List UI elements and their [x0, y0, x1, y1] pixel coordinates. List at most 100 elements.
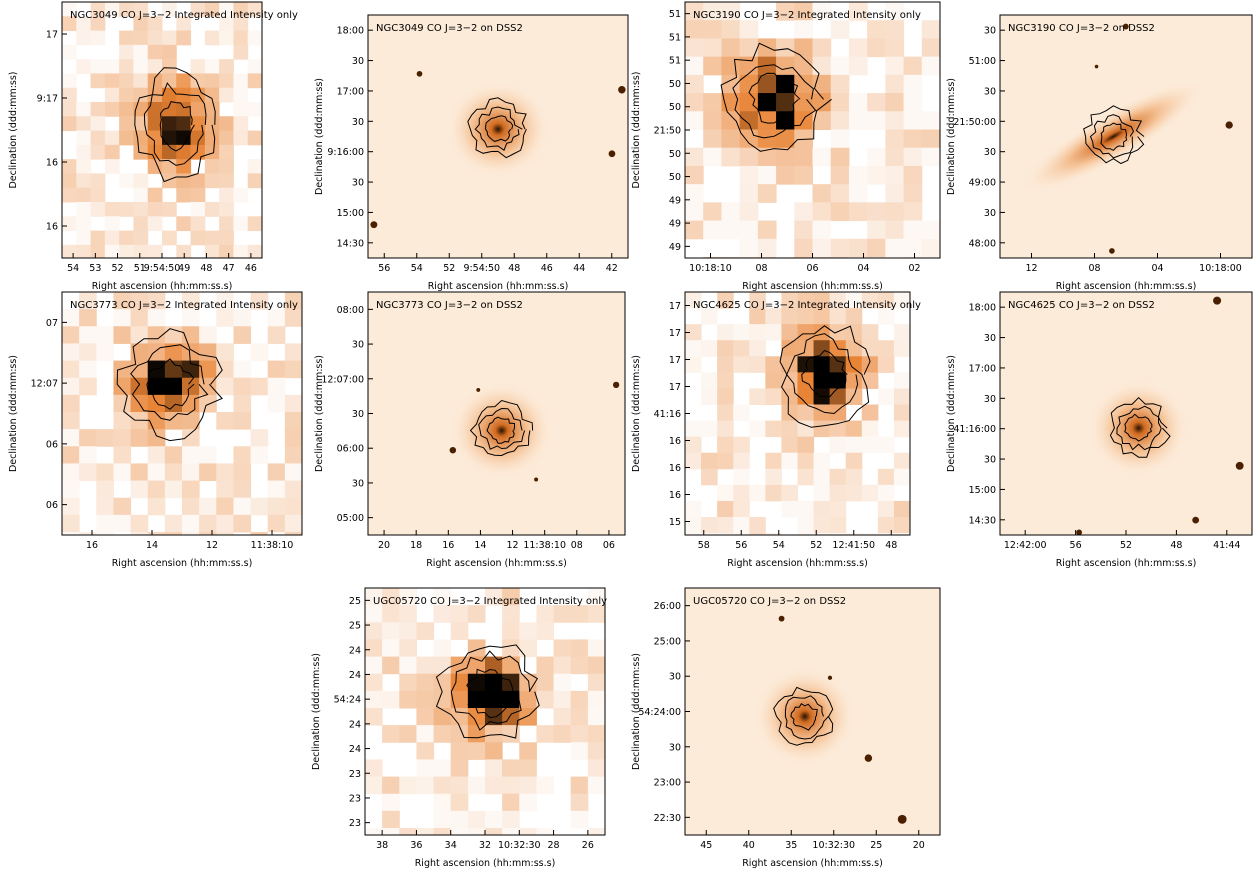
pixel — [204, 30, 220, 46]
pixel — [794, 220, 813, 240]
pixel — [812, 2, 832, 21]
pixel — [233, 497, 252, 516]
pixel — [62, 326, 80, 344]
pixel — [62, 73, 77, 89]
pixel — [90, 130, 106, 146]
pixel — [250, 292, 269, 310]
pixel — [867, 165, 886, 185]
pixel — [570, 725, 589, 743]
pixel — [147, 412, 166, 430]
pixel — [848, 165, 868, 185]
x-tick-label: 51 — [134, 263, 146, 274]
pixel — [119, 230, 134, 246]
pixel — [62, 429, 80, 447]
star — [534, 477, 539, 482]
pixel — [147, 244, 163, 258]
pixel — [717, 404, 734, 422]
star — [1122, 23, 1129, 30]
galaxy — [446, 80, 550, 178]
x-tick-label: 04 — [857, 263, 869, 274]
star — [1109, 248, 1115, 254]
pixel — [416, 622, 435, 640]
pixel — [502, 759, 520, 778]
contour — [1109, 396, 1171, 458]
panel-image — [62, 292, 302, 535]
pixel — [130, 429, 149, 447]
galaxy — [450, 381, 554, 480]
pixel — [848, 238, 868, 258]
panel-title: NGC4625 CO J=3−2 Integrated Intensity on… — [693, 300, 921, 311]
pixel — [587, 708, 605, 726]
pixel — [233, 44, 249, 60]
pixel — [216, 463, 234, 482]
pixel — [119, 59, 134, 74]
contour — [748, 72, 801, 124]
pixel — [893, 452, 910, 470]
pixel — [776, 93, 795, 112]
x-axis-label: Right ascension (hh:mm:ss.s) — [742, 281, 883, 292]
x-axis-label: Right ascension (hh:mm:ss.s) — [415, 858, 556, 869]
pixel — [797, 533, 815, 535]
x-tick-label: 14 — [474, 540, 486, 551]
x-tick-label: 12:42:00 — [1004, 540, 1047, 551]
pixel — [96, 463, 114, 482]
pixel — [176, 30, 192, 46]
pixel — [781, 452, 798, 470]
pixel — [119, 87, 134, 103]
pixel — [536, 673, 555, 692]
pixel — [284, 514, 302, 533]
x-tick-label: 06 — [603, 540, 615, 551]
galaxy — [1020, 79, 1206, 194]
pixel — [162, 2, 177, 17]
pixel — [877, 292, 895, 309]
pixel — [199, 343, 217, 362]
y-tick-label: 07 — [46, 318, 58, 329]
pixel — [893, 372, 910, 389]
pixel — [450, 622, 469, 640]
pixel — [794, 38, 813, 58]
pixel — [893, 468, 910, 486]
pixel — [219, 87, 234, 103]
pixel — [877, 500, 895, 518]
pixel — [781, 340, 798, 357]
pixel — [233, 87, 249, 103]
pixel — [216, 377, 234, 396]
pixel — [717, 484, 734, 502]
x-tick-label: 52 — [112, 263, 124, 274]
pixel — [797, 500, 815, 518]
pixel — [133, 87, 149, 103]
star — [449, 446, 457, 454]
panel-image — [685, 2, 940, 258]
pixel — [450, 656, 469, 675]
pixel — [739, 202, 759, 222]
star — [1076, 529, 1082, 535]
pixel — [104, 130, 120, 146]
pixel — [76, 144, 92, 160]
contour — [1124, 413, 1153, 442]
pixel — [104, 2, 120, 17]
panel-title: NGC3049 CO J=3−2 on DSS2 — [376, 23, 523, 34]
pixel — [119, 30, 134, 46]
y-tick-label: 21:50:00 — [953, 117, 996, 128]
pixel — [450, 673, 469, 692]
pixel — [233, 130, 249, 146]
pixel — [62, 173, 77, 189]
pixel — [794, 56, 813, 76]
pixel — [190, 130, 206, 146]
pixel — [861, 404, 879, 422]
pixel — [765, 484, 782, 502]
y-axis-label: Declination (ddd:mm:ss) — [946, 355, 957, 472]
pixel — [812, 111, 832, 130]
pixel — [76, 59, 92, 74]
contour — [450, 650, 531, 731]
pixel — [113, 463, 132, 482]
pixel — [519, 639, 537, 658]
pixel — [485, 759, 503, 778]
pixel — [830, 129, 850, 149]
y-tick-label: 16 — [46, 158, 58, 169]
pixel — [717, 452, 734, 470]
pixel — [703, 20, 722, 39]
pixel — [62, 159, 77, 174]
pixel — [794, 238, 813, 258]
pixel — [190, 187, 206, 203]
